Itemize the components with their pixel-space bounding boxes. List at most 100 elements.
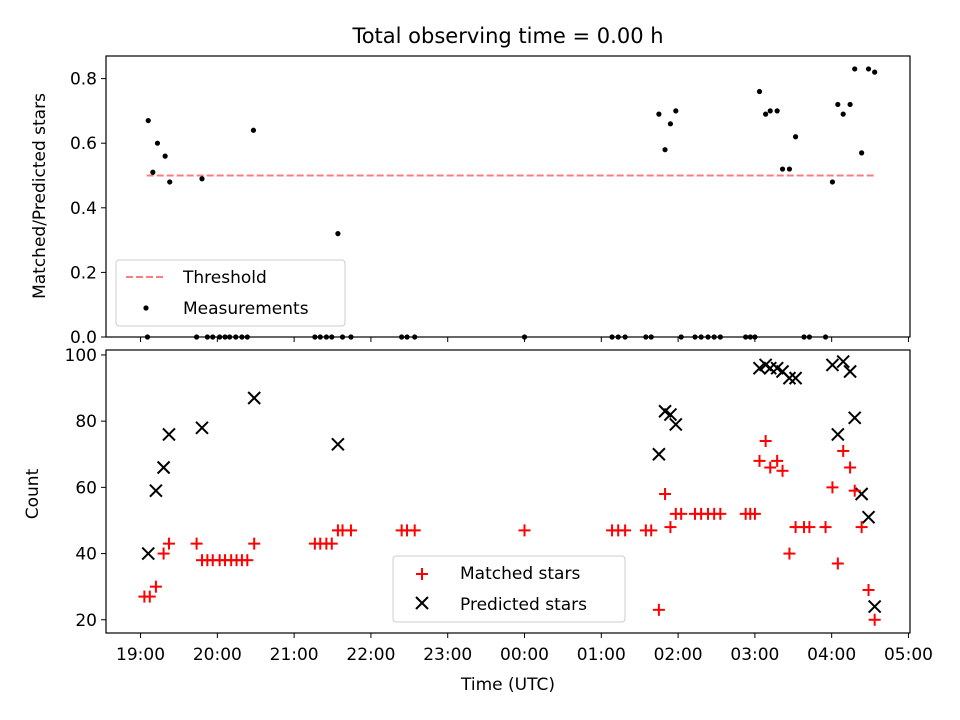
predicted-star-point [149, 483, 163, 498]
measurement-point [145, 117, 151, 124]
matched-star-point [149, 580, 162, 593]
matched-star-point [844, 461, 857, 474]
measurement-point [162, 153, 168, 159]
legend-matched-swatch [416, 568, 428, 580]
bottom-legend: Matched stars Predicted stars [392, 555, 626, 623]
measurement-point [250, 127, 257, 133]
legend-measurements-label: Measurements [183, 299, 309, 319]
top-y-tick-label: 0.8 [70, 70, 97, 90]
matched-star-point [848, 484, 861, 497]
measurement-point [872, 69, 878, 75]
bottom-y-tick-label: 20 [75, 611, 97, 631]
measurement-point [767, 108, 773, 114]
matched-star-point [819, 521, 832, 534]
matched-star-point [764, 461, 777, 474]
top-y-tick-label: 0.0 [70, 328, 97, 348]
measurement-point [865, 66, 872, 72]
measurement-point [667, 121, 674, 127]
measurement-point [792, 134, 799, 140]
matched-star-point [868, 613, 881, 626]
predicted-star-point [836, 354, 850, 369]
measurement-point [835, 101, 841, 108]
predicted-star-point [247, 391, 261, 405]
measurement-point [167, 179, 173, 185]
top-y-axis-label: Matched/Predicted stars [30, 93, 50, 299]
matched-star-point [771, 454, 784, 467]
bottom-y-tick-label: 80 [75, 412, 97, 432]
chart-title: Total observing time = 0.00 h [351, 24, 663, 48]
matched-star-point [759, 435, 772, 448]
measurement-point [779, 166, 786, 172]
x-axis-label: Time (UTC) [460, 675, 555, 695]
legend-predicted-label: Predicted stars [460, 595, 587, 615]
predicted-star-point [825, 358, 840, 372]
measurement-point [763, 111, 769, 117]
matched-star-point [190, 537, 203, 550]
bottom-y-tick-label: 60 [75, 478, 97, 498]
matched-star-point [518, 524, 531, 537]
matched-star-point [325, 537, 338, 550]
measurement-point [786, 166, 793, 172]
x-tick-label: 21:00 [270, 645, 319, 665]
matched-star-point [344, 524, 357, 537]
predicted-star-point [156, 460, 171, 475]
top-y-tick-label: 0.4 [70, 199, 97, 219]
measurement-point [852, 66, 858, 72]
top-legend: Threshold Measurements [115, 259, 346, 327]
measurement-point [199, 176, 205, 182]
matched-star-point [826, 481, 839, 494]
bottom-legend-box [392, 555, 626, 623]
predicted-star-point [867, 599, 882, 614]
predicted-star-point [195, 421, 209, 435]
top-y-tick-label: 0.6 [70, 134, 97, 154]
x-tick-label: 23:00 [423, 645, 472, 665]
top-plot-frame [105, 55, 911, 338]
matched-star-point [162, 537, 175, 550]
legend-threshold-label: Threshold [182, 268, 267, 288]
measurement-point [150, 169, 156, 175]
legend-predicted-swatch [415, 596, 429, 610]
measurement-point [840, 111, 846, 117]
predicted-star-point [669, 417, 683, 432]
predicted-star-point [752, 361, 767, 375]
matched-star-point [783, 547, 796, 560]
measurement-point [847, 101, 853, 108]
predicted-star-point [162, 427, 176, 442]
bottom-y-tick-label: 40 [75, 545, 97, 565]
measurement-point [154, 140, 161, 146]
matched-star-point [248, 537, 261, 550]
x-tick-label: 02:00 [654, 645, 703, 665]
measurement-point [656, 111, 662, 117]
predicted-star-point [843, 364, 857, 379]
bottom-y-tick-label: 100 [65, 346, 97, 366]
matched-star-point [408, 524, 421, 537]
x-tick-label: 19:00 [116, 645, 165, 665]
predicted-star-point [861, 510, 876, 524]
bottom-plot-frame [105, 349, 911, 634]
predicted-star-point [663, 407, 678, 422]
top-legend-box [115, 259, 346, 327]
bottom-panel: Count Time (UTC) 20 40 60 80 100 19:00 20:00 21… [23, 346, 933, 695]
matched-star-point [748, 507, 761, 520]
measurement-point [673, 108, 679, 114]
bottom-y-axis-label: Count [23, 468, 43, 519]
predicted-star-point [652, 447, 666, 461]
x-tick-label: 05:00 [884, 645, 933, 665]
legend-measurements-swatch [143, 305, 149, 311]
matched-star-point [753, 454, 766, 467]
x-tick-label: 20:00 [193, 645, 242, 665]
top-panel: Total observing time = 0.00 h Matched/Pr… [30, 24, 911, 348]
matched-star-point [855, 521, 868, 534]
measurement-point [662, 147, 668, 153]
matched-star-point [659, 487, 672, 500]
matched-star-point [803, 521, 816, 534]
x-tick-label: 04:00 [807, 645, 856, 665]
x-tick-label: 01:00 [577, 645, 626, 665]
matched-star-point [619, 524, 632, 537]
matched-star-point [143, 590, 156, 603]
matched-star-point [837, 444, 850, 457]
measurement-point [829, 179, 836, 185]
predicted-star-point [788, 371, 803, 385]
matched-star-point [241, 554, 254, 567]
matched-star-point [664, 521, 677, 534]
